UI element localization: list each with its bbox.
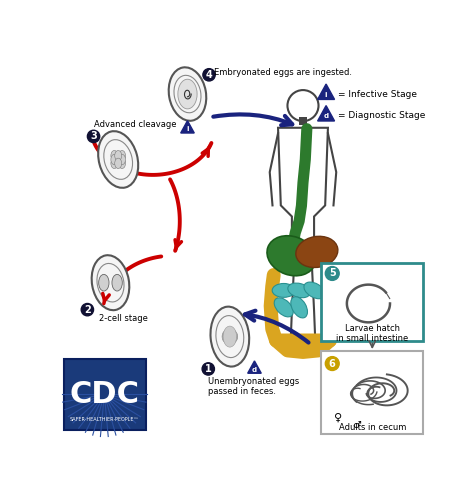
Text: i: i (186, 126, 189, 132)
Text: Embryonated eggs are ingested.: Embryonated eggs are ingested. (214, 68, 353, 77)
FancyBboxPatch shape (321, 351, 423, 434)
Ellipse shape (291, 297, 308, 318)
Text: = Infective Stage: = Infective Stage (338, 90, 418, 99)
Text: Adults in cecum: Adults in cecum (338, 423, 406, 432)
Ellipse shape (274, 298, 293, 317)
Ellipse shape (226, 329, 230, 337)
Ellipse shape (222, 335, 227, 342)
Ellipse shape (112, 274, 122, 291)
Ellipse shape (118, 154, 126, 165)
Circle shape (202, 363, 214, 375)
Ellipse shape (231, 336, 236, 343)
Circle shape (325, 356, 339, 370)
Ellipse shape (267, 236, 316, 276)
Text: SAFER·HEALTHIER·PEOPLE™: SAFER·HEALTHIER·PEOPLE™ (70, 417, 139, 422)
Circle shape (87, 130, 100, 143)
Ellipse shape (233, 335, 237, 342)
Polygon shape (318, 84, 335, 99)
Ellipse shape (224, 336, 228, 343)
Circle shape (81, 303, 93, 316)
Text: Larvae hatch
in small intestine: Larvae hatch in small intestine (336, 324, 409, 343)
Circle shape (325, 266, 339, 280)
Ellipse shape (222, 332, 227, 339)
Ellipse shape (91, 255, 129, 310)
Ellipse shape (178, 79, 197, 109)
Ellipse shape (115, 154, 122, 165)
Text: d: d (324, 113, 328, 119)
Text: i: i (325, 92, 328, 98)
Ellipse shape (228, 329, 232, 336)
Ellipse shape (111, 150, 118, 161)
Ellipse shape (226, 337, 230, 344)
Ellipse shape (118, 158, 126, 168)
Text: ♀: ♀ (334, 412, 342, 422)
Ellipse shape (229, 329, 234, 337)
Ellipse shape (224, 330, 228, 337)
Ellipse shape (115, 150, 122, 161)
Text: 2-cell stage: 2-cell stage (99, 314, 148, 323)
Text: 3: 3 (90, 131, 97, 142)
Ellipse shape (223, 326, 237, 347)
Ellipse shape (272, 284, 295, 297)
Ellipse shape (304, 282, 325, 298)
Ellipse shape (296, 236, 338, 267)
Text: 6: 6 (329, 358, 336, 369)
Polygon shape (318, 105, 335, 121)
Ellipse shape (233, 332, 237, 339)
Ellipse shape (233, 333, 237, 340)
Polygon shape (181, 121, 194, 133)
Circle shape (203, 69, 215, 81)
Ellipse shape (228, 337, 232, 345)
Text: 1: 1 (205, 364, 212, 374)
Polygon shape (248, 361, 261, 373)
Text: 5: 5 (329, 268, 336, 279)
Text: Advanced cleavage: Advanced cleavage (93, 120, 176, 129)
Text: Unembryonated eggs
passed in feces.: Unembryonated eggs passed in feces. (208, 377, 300, 396)
Text: d: d (252, 367, 257, 373)
Text: ♂: ♂ (353, 420, 361, 430)
Ellipse shape (229, 337, 234, 344)
Text: CDC: CDC (69, 380, 139, 409)
Ellipse shape (111, 158, 118, 168)
FancyBboxPatch shape (64, 359, 146, 430)
Ellipse shape (118, 150, 126, 161)
Ellipse shape (99, 274, 109, 291)
Ellipse shape (98, 131, 138, 188)
FancyBboxPatch shape (321, 263, 423, 341)
Ellipse shape (115, 158, 122, 168)
Ellipse shape (111, 154, 118, 165)
Ellipse shape (222, 333, 227, 340)
Ellipse shape (210, 306, 249, 367)
Text: 2: 2 (84, 304, 91, 315)
Ellipse shape (231, 330, 236, 337)
Ellipse shape (288, 283, 310, 297)
Ellipse shape (169, 67, 206, 121)
Text: = Diagnostic Stage: = Diagnostic Stage (338, 111, 426, 120)
Text: 4: 4 (206, 70, 212, 80)
